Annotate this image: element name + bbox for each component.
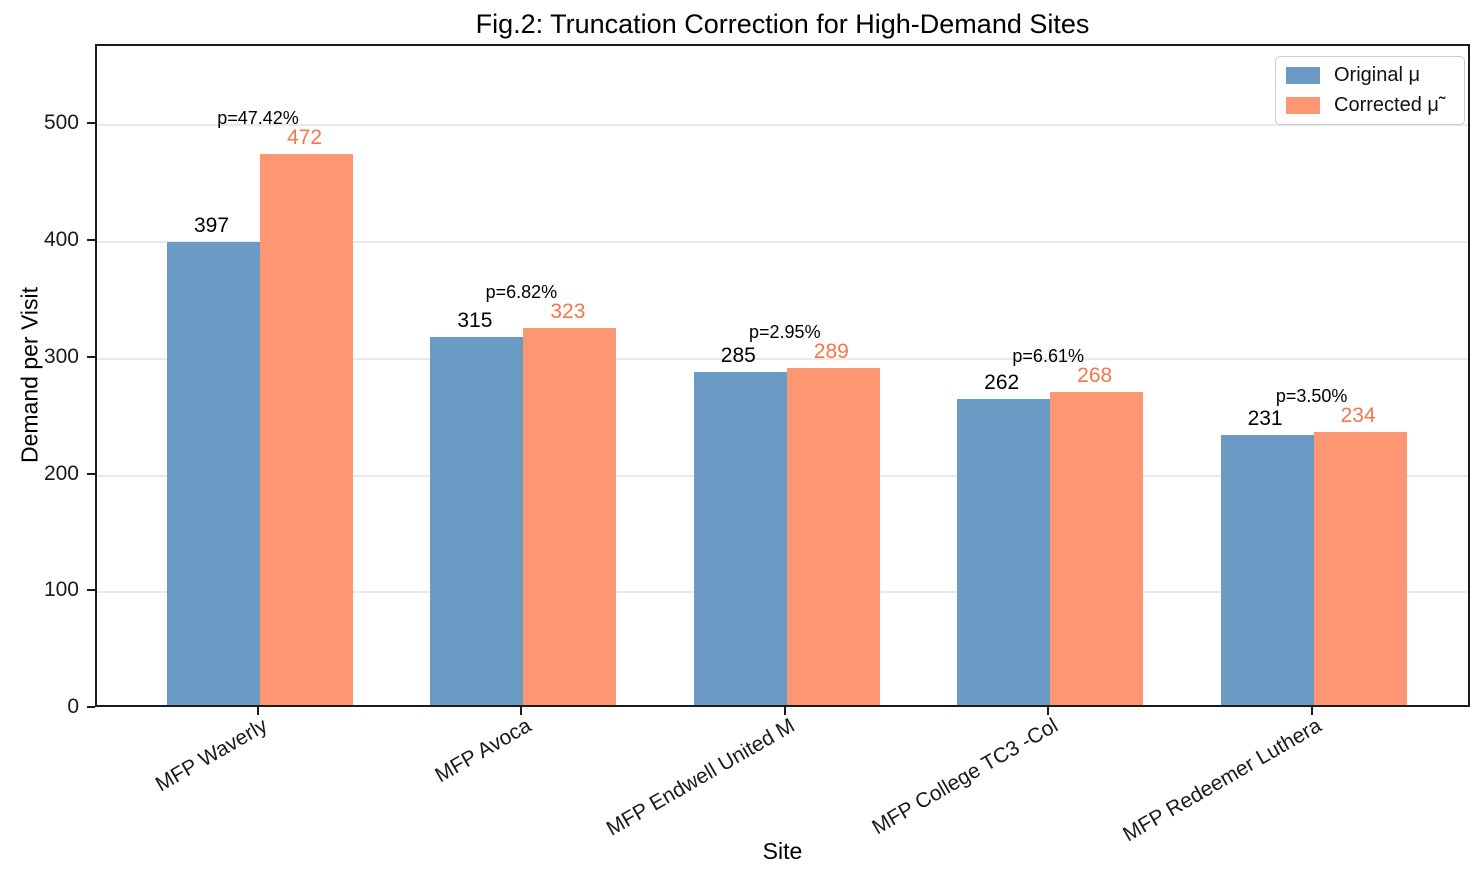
p-value-label: p=2.95%: [749, 321, 821, 342]
y-tick-mark: [87, 355, 95, 358]
y-tick-mark: [87, 706, 95, 708]
legend-label-original: Original μ: [1334, 64, 1420, 86]
x-tick-label: MFP College TC3 -Col: [867, 714, 1062, 840]
x-tick-mark: [1047, 707, 1050, 715]
legend-item-original: Original μ: [1286, 64, 1454, 87]
bar-corrected: [1313, 431, 1407, 705]
x-axis-label: Site: [762, 838, 803, 864]
p-value-label: p=47.42%: [217, 108, 299, 129]
bar-corrected: [786, 367, 880, 705]
legend-swatch-corrected: [1286, 97, 1320, 114]
bar-value-label: 285: [720, 344, 756, 368]
x-tick-mark: [783, 707, 786, 715]
bar-value-label: 397: [193, 213, 230, 237]
bar-value-label: 234: [1340, 403, 1376, 427]
bar-original: [167, 241, 260, 705]
bar-original: [957, 399, 1051, 705]
p-value-label: p=6.61%: [1012, 346, 1084, 367]
bar-value-label: 289: [813, 339, 849, 363]
y-tick-label: 200: [43, 461, 79, 485]
p-value-label: p=6.82%: [485, 281, 558, 302]
legend-swatch-original: [1286, 67, 1320, 84]
bar-value-label: 262: [984, 371, 1020, 395]
bar-original: [1220, 435, 1314, 705]
y-tick-mark: [87, 239, 95, 242]
y-tick-label: 500: [43, 111, 79, 135]
gridline: [97, 357, 1468, 360]
plot-area: [95, 44, 1470, 707]
bar-original: [693, 372, 787, 705]
gridline: [97, 241, 1468, 244]
y-tick-label: 300: [43, 344, 79, 368]
x-tick-label: MFP Avoca: [431, 714, 535, 788]
bar-corrected: [1050, 392, 1144, 705]
legend-label-corrected: Corrected μ̃: [1334, 94, 1439, 116]
bar-value-label: 268: [1077, 364, 1113, 388]
chart-title: Fig.2: Truncation Correction for High-De…: [475, 9, 1090, 39]
legend: Original μ Corrected μ̃: [1275, 56, 1465, 125]
x-tick-label: MFP Waverly: [151, 714, 272, 797]
y-tick-label: 0: [67, 695, 79, 718]
y-tick-mark: [87, 122, 95, 125]
bar-original: [430, 337, 524, 705]
y-tick-label: 100: [43, 578, 79, 602]
x-tick-label: MFP Endwell United M: [602, 714, 799, 841]
x-tick-label: MFP Redeemer Luthera: [1118, 714, 1326, 847]
bar-value-label: 315: [457, 309, 493, 333]
y-axis-label-text: Demand per Visit: [16, 287, 43, 463]
y-tick-mark: [87, 589, 95, 592]
bar-value-label: 472: [286, 126, 323, 150]
p-value-label: p=3.50%: [1275, 385, 1348, 406]
gridline: [97, 124, 1468, 127]
x-tick-mark: [520, 707, 523, 715]
x-tick-mark: [1310, 707, 1313, 715]
bar-corrected: [523, 327, 617, 705]
legend-item-corrected: Corrected μ̃: [1286, 94, 1454, 117]
y-tick-mark: [87, 472, 95, 475]
bar-value-label: 323: [550, 299, 586, 323]
bar-corrected: [260, 154, 353, 705]
x-tick-mark: [257, 707, 259, 715]
y-tick-label: 400: [43, 228, 79, 252]
bar-value-label: 231: [1247, 407, 1283, 431]
